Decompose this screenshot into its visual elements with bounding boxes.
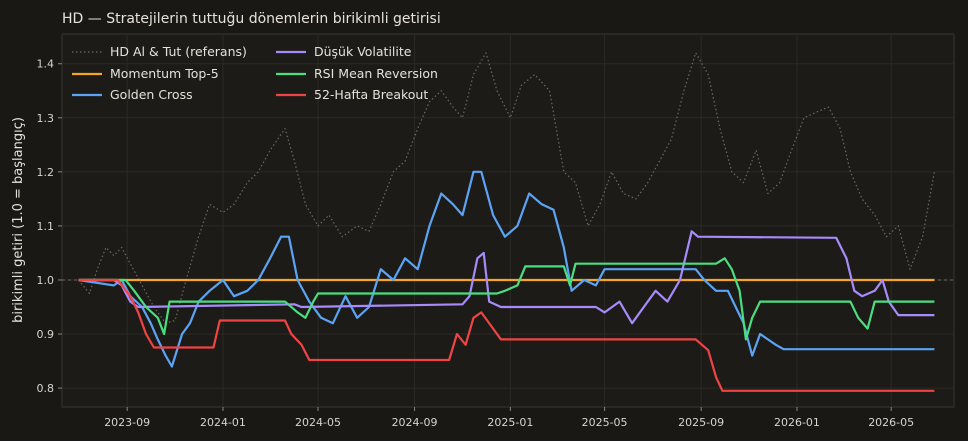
y-tick-label: 1.1 xyxy=(37,220,55,233)
series-line-52-hafta-breakout xyxy=(78,278,935,392)
series-lines xyxy=(78,52,935,392)
x-tick-label: 2025-05 xyxy=(582,416,628,429)
legend-label: Düşük Volatilite xyxy=(314,44,412,59)
legend-label: Golden Cross xyxy=(110,87,193,102)
series-line-rsi-mean-reversion xyxy=(78,257,935,341)
legend-label: Momentum Top-5 xyxy=(110,66,219,81)
series-line-golden-cross xyxy=(78,170,935,368)
x-tick-label: 2023-09 xyxy=(104,416,150,429)
legend-label: RSI Mean Reversion xyxy=(314,66,438,81)
x-tick-label: 2024-05 xyxy=(295,416,341,429)
y-tick-label: 1.2 xyxy=(37,166,55,179)
chart-title: HD — Stratejilerin tuttuğu dönemlerin bi… xyxy=(62,11,441,27)
x-tick-label: 2024-01 xyxy=(200,416,246,429)
y-tick-label: 1.0 xyxy=(37,274,55,287)
legend-label: HD Al & Tut (referans) xyxy=(110,44,247,59)
y-tick-label: 1.3 xyxy=(37,112,55,125)
series-line-hd-al-tut-referans xyxy=(78,52,935,324)
y-tick-label: 1.4 xyxy=(37,58,55,71)
x-tick-label: 2025-01 xyxy=(487,416,533,429)
legend-label: 52-Hafta Breakout xyxy=(314,87,428,102)
x-tick-label: 2024-09 xyxy=(392,416,438,429)
tick-labels: 0.8 0.9 1.0 1.1 1.2 1.3 1.4 2023-09 2024-01 2024-… xyxy=(37,58,915,429)
x-tick-label: 2026-01 xyxy=(774,416,820,429)
y-axis-title: birikimli getiri (1.0 = başlangıç) xyxy=(11,117,26,323)
y-tick-label: 0.8 xyxy=(37,382,55,395)
series-line-d-k-volatilite xyxy=(78,230,935,325)
y-tick-label: 0.9 xyxy=(37,328,55,341)
plot-area xyxy=(61,33,955,408)
legend: HD Al & Tut (referans) Düşük Volatilite Mo… xyxy=(72,44,438,102)
x-tick-label: 2026-05 xyxy=(868,416,914,429)
x-tick-label: 2025-09 xyxy=(678,416,724,429)
